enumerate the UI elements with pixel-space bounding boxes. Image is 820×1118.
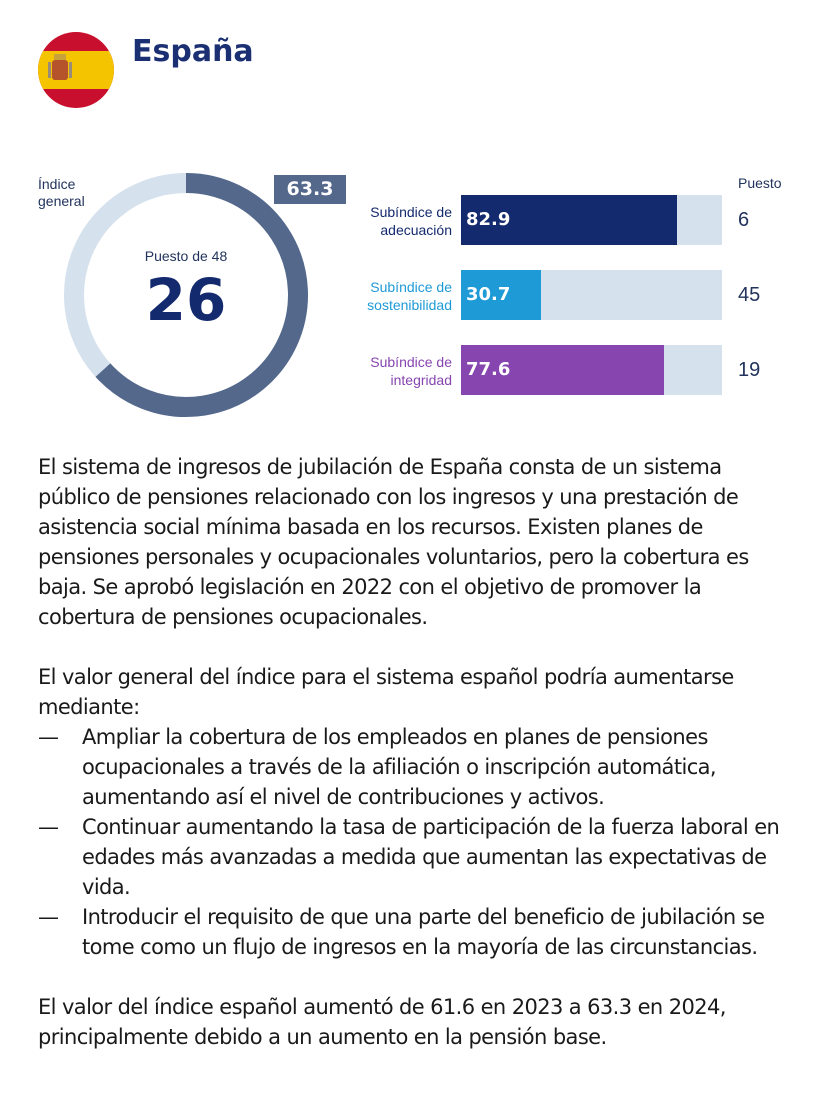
- spain-flag-icon: [38, 32, 114, 108]
- gauge-value: 63.3: [274, 175, 346, 204]
- bar-track-adecuacion: 82.9: [461, 195, 722, 245]
- page-title: España: [132, 34, 254, 69]
- bar-adecuacion: [461, 195, 678, 245]
- bar-label-sostenibilidad: Subíndice de sostenibilidad: [367, 279, 452, 313]
- rank-adecuacion: 6: [738, 209, 750, 231]
- bar-track-sostenibilidad: 30.7: [461, 270, 722, 320]
- rank-integridad: 19: [738, 359, 761, 381]
- rank-value: 26: [145, 266, 227, 334]
- list-item: — Ampliar la cobertura de los empleados e…: [38, 722, 798, 812]
- list-item-text: Ampliar la cobertura de los empleados en…: [82, 725, 717, 809]
- rank-header: Puesto: [738, 175, 782, 191]
- gauge-fill: [95, 173, 308, 417]
- gauge-label: Índice general: [38, 176, 85, 209]
- bar-value-adecuacion: 82.9: [466, 209, 511, 230]
- rank-label: Puesto de 48: [144, 248, 228, 264]
- bar-label-adecuacion: Subíndice de adecuación: [370, 204, 452, 238]
- bar-value-integridad: 77.6: [466, 359, 511, 380]
- bar-sostenibilidad: [461, 270, 542, 320]
- bar-label-integridad: Subíndice de integridad: [370, 354, 452, 388]
- index-gauge: [64, 173, 308, 417]
- bar-track-integridad: 77.6: [461, 345, 722, 395]
- dash-bullet: —: [38, 905, 59, 929]
- bar-value-sostenibilidad: 30.7: [466, 284, 511, 305]
- dash-bullet: —: [38, 815, 59, 839]
- list-item: — Introducir el requisito de que una part…: [38, 902, 798, 962]
- description: El sistema de ingresos de jubilación de …: [38, 452, 798, 1082]
- bar-integridad: [461, 345, 664, 395]
- paragraph-improvements: El valor general del índice para el sist…: [38, 665, 734, 719]
- dash-bullet: —: [38, 725, 59, 749]
- list-item: — Continuar aumentando la tasa de partici…: [38, 812, 798, 902]
- paragraph-change: El valor del índice español aumentó de 6…: [38, 995, 726, 1049]
- rank-sostenibilidad: 45: [738, 284, 761, 306]
- list-item-text: Continuar aumentando la tasa de particip…: [82, 815, 780, 899]
- paragraph-summary: El sistema de ingresos de jubilación de …: [38, 455, 749, 629]
- list-item-text: Introducir el requisito de que una parte…: [82, 905, 765, 959]
